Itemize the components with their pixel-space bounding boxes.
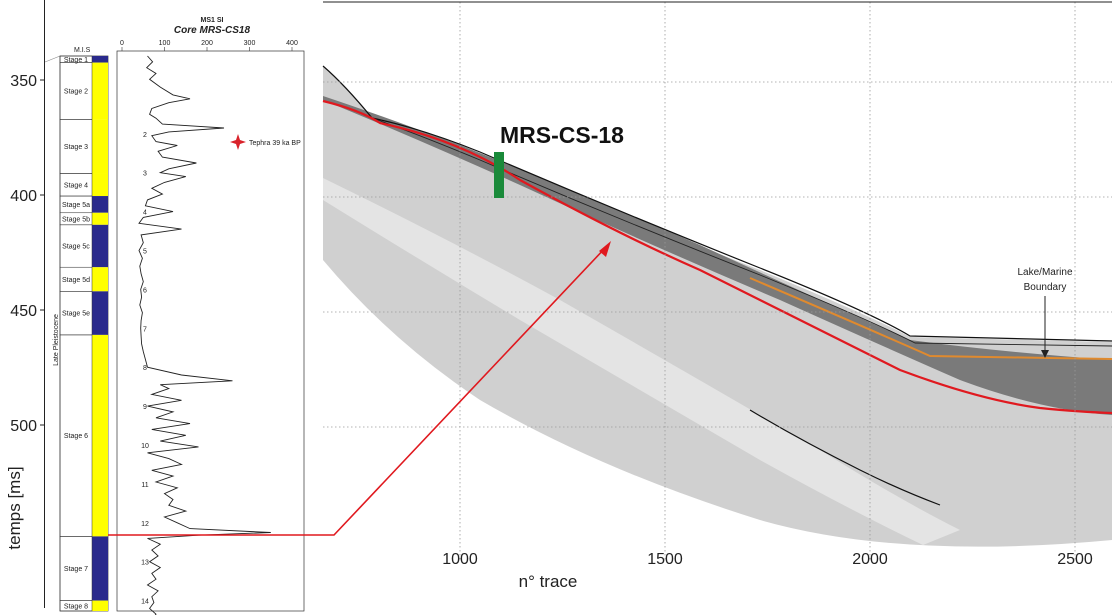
stage-bar <box>92 224 108 268</box>
tephra-label: Tephra 39 ka BP <box>249 140 301 147</box>
depth-label: 14 <box>141 599 149 606</box>
y-tick-label: 500 <box>10 418 37 435</box>
boundary-label-line1: Lake/Marine <box>1017 267 1072 278</box>
correlation-arrow-icon <box>599 241 611 257</box>
mis-header: M.I.S <box>74 47 91 54</box>
ms-tick-label: 300 <box>244 40 256 47</box>
ms-title: MS1 SI <box>201 17 224 24</box>
stage-bar <box>92 196 108 213</box>
depth-label: 6 <box>143 287 147 294</box>
depth-label: 5 <box>143 249 147 256</box>
x-tick-label: 2500 <box>1057 551 1093 568</box>
time-axis-line <box>44 0 45 608</box>
y-tick-label: 350 <box>10 73 37 90</box>
x-tick-label: 1000 <box>442 551 478 568</box>
y-axis-label: temps [ms] <box>5 466 24 549</box>
diagonal-tick <box>44 55 61 63</box>
stage-label: Stage 6 <box>64 433 88 440</box>
stage-bar <box>92 56 108 63</box>
stage-label: Stage 7 <box>64 566 88 573</box>
ms-tick-label: 0 <box>120 40 124 47</box>
stage-label: Stage 4 <box>64 182 88 189</box>
stage-cell <box>59 600 93 612</box>
stage-bar <box>92 119 108 174</box>
stage-column: Stage 1 Stage 2 Stage 3 Stage 4 Stage 5a Stag… <box>59 55 108 612</box>
stage-label: Stage 5b <box>62 216 90 223</box>
x-tick-label: 2000 <box>852 551 888 568</box>
stage-bar <box>92 212 108 225</box>
tephra-marker: Tephra 39 ka BP <box>230 134 301 150</box>
stage-bar <box>92 600 108 611</box>
ms-log-frame <box>116 50 305 612</box>
ms-tick-label: 400 <box>286 40 298 47</box>
stage-bar <box>92 291 108 335</box>
depth-label: 10 <box>141 443 149 450</box>
core-label: MRS-CS-18 <box>500 122 624 148</box>
stage-bar <box>92 334 108 537</box>
stage-label: Stage 5c <box>62 244 90 251</box>
stage-label: Stage 5d <box>62 277 90 284</box>
depth-label: 2 <box>143 132 147 139</box>
time-axis: 350 400 450 500 <box>10 73 45 435</box>
depth-label: 9 <box>143 404 147 411</box>
ms-tick-label: 200 <box>201 40 213 47</box>
core-subtitle: Core MRS-CS18 <box>174 25 251 36</box>
ms-tick-label: 100 <box>159 40 171 47</box>
depth-label: 12 <box>141 521 149 528</box>
lake-marine-horizon <box>749 277 1112 360</box>
correlation-line <box>108 245 608 536</box>
x-tick-label: 1500 <box>647 551 683 568</box>
depth-axis: 2 3 4 5 6 7 8 9 10 11 12 13 14 <box>141 132 149 606</box>
y-tick-label: 400 <box>10 188 37 205</box>
depth-label: 3 <box>143 171 147 178</box>
seismic-section <box>322 1 1112 610</box>
boundary-label-line2: Boundary <box>1024 282 1067 293</box>
stage-label: Stage 5e <box>62 311 90 318</box>
stage-label: Stage 3 <box>64 144 88 151</box>
depth-label: 11 <box>141 482 148 489</box>
red-horizon <box>322 99 1112 415</box>
arrow-head-icon <box>1041 350 1049 358</box>
stage-label: Stage 2 <box>64 89 88 96</box>
trace-axis: 1000 1500 2000 2500 <box>442 551 1093 568</box>
stage-label: Stage 8 <box>64 603 88 610</box>
stage-bar <box>92 62 108 120</box>
depth-label: 13 <box>141 560 149 567</box>
stage-bar <box>92 173 108 197</box>
x-axis-label: n° trace <box>519 572 578 591</box>
stage-label: Stage 5a <box>62 202 90 209</box>
stage-label: Stage 1 <box>64 57 88 64</box>
depth-label: 8 <box>143 365 147 372</box>
ms-axis: 0 100 200 300 400 <box>120 40 298 51</box>
star-icon <box>230 134 246 150</box>
stage-bar <box>92 267 108 292</box>
depth-label: 7 <box>143 326 147 333</box>
depth-label: 4 <box>143 210 147 217</box>
core-position-marker <box>494 152 504 198</box>
ms-curve <box>138 55 271 615</box>
y-tick-label: 450 <box>10 303 37 320</box>
stage-bar <box>92 536 108 601</box>
period-label: Late Pleistocene <box>53 314 60 366</box>
